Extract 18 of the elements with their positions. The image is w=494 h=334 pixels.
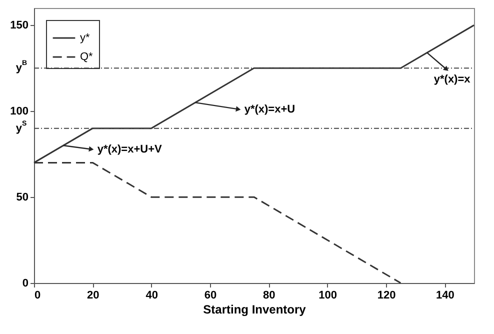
annotation: y*(x)=x+U bbox=[244, 104, 296, 116]
x-tick-label: 100 bbox=[318, 290, 338, 302]
x-tick-label: 40 bbox=[146, 290, 158, 302]
x-tick-label: 20 bbox=[87, 290, 100, 302]
x-tick-label: 140 bbox=[436, 290, 454, 302]
y-tick-label: 100 bbox=[10, 106, 28, 118]
x-tick-label: 0 bbox=[34, 290, 41, 302]
annotation: y*(x)=x bbox=[434, 74, 472, 86]
x-axis-title: Starting Inventory bbox=[203, 302, 306, 316]
y-tick-label: 150 bbox=[10, 20, 28, 32]
y-tick-label: 0 bbox=[22, 278, 28, 290]
legend-label: Q* bbox=[80, 51, 94, 63]
x-tick-label: 120 bbox=[377, 290, 396, 302]
annotation: y*(x)=x+U+V bbox=[97, 144, 163, 156]
x-tick-label: 80 bbox=[263, 290, 276, 302]
y-tick-label: 50 bbox=[16, 192, 28, 204]
legend-label: y* bbox=[80, 32, 90, 44]
x-tick-label: 60 bbox=[204, 290, 217, 302]
